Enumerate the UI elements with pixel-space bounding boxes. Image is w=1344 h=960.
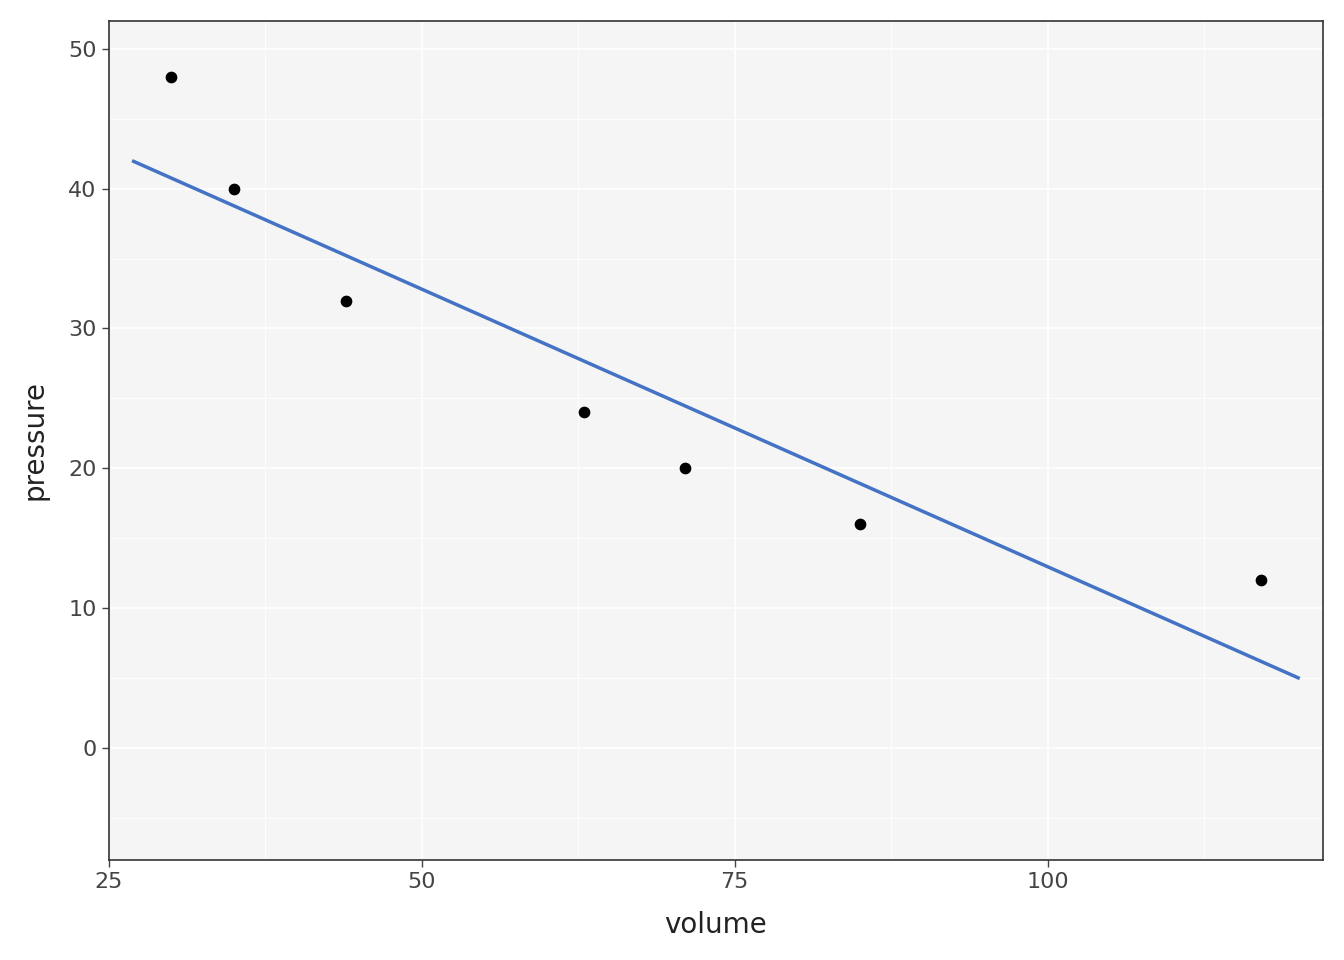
Point xyxy=(574,405,595,420)
Point xyxy=(160,69,181,84)
Point xyxy=(1250,572,1271,588)
Point xyxy=(336,293,358,308)
Y-axis label: pressure: pressure xyxy=(22,380,48,500)
Point xyxy=(849,516,871,532)
X-axis label: volume: volume xyxy=(664,911,767,939)
Point xyxy=(223,181,245,197)
Point xyxy=(673,461,695,476)
